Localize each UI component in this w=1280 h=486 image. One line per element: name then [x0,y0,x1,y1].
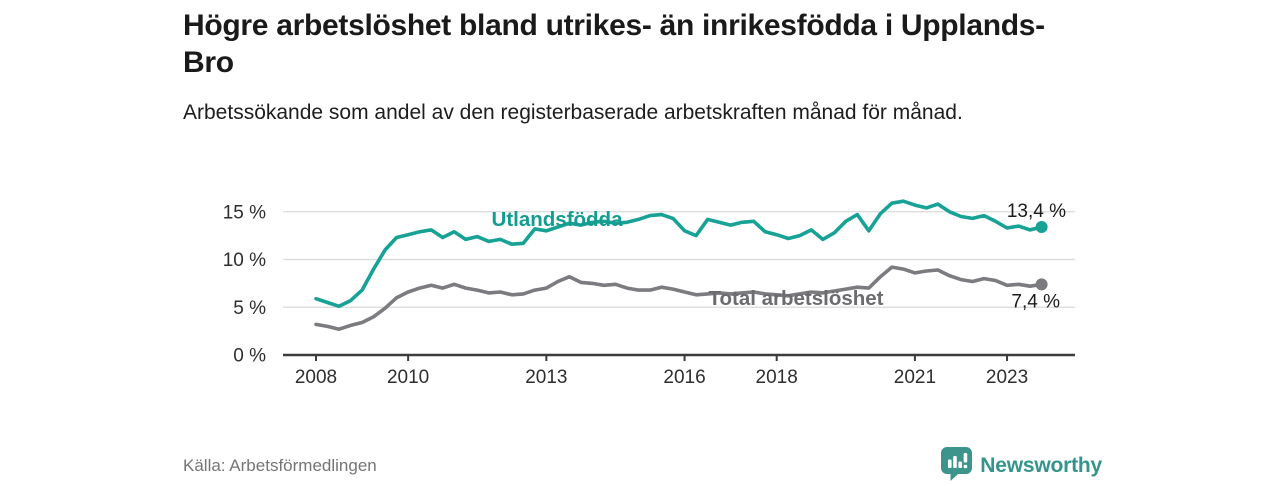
x-tick-label: 2013 [525,367,567,388]
page-title: Högre arbetslöshet bland utrikes- än inr… [183,9,1045,79]
header: Högre arbetslöshet bland utrikes- än inr… [183,8,1183,127]
page-subtitle: Arbetssökande som andel av den registerb… [183,100,963,124]
footer: Källa: Arbetsförmedlingen Newsworthy [183,446,1102,482]
series-line [314,199,1044,309]
newsworthy-logo: Newsworthy [941,446,1102,486]
x-tick-label: 2021 [894,367,936,388]
x-tick-label: 2016 [663,367,705,388]
newsworthy-chart-bubble-icon [941,446,973,486]
series-name-label: Total arbetslöshet [708,287,883,310]
y-tick-label: 0 % [233,346,266,367]
x-tick-label: 2018 [756,367,798,388]
series-end-dot [1035,221,1048,234]
series-line [314,265,1044,332]
series-name-label: Utlandsfödda [492,208,624,231]
source-note: Källa: Arbetsförmedlingen [183,456,377,475]
series-end-dot [1035,278,1048,291]
series-value-label: 13,4 % [1007,201,1066,222]
series-value-label: 7,4 % [1011,291,1060,312]
x-tick-label: 2008 [295,367,337,388]
y-tick-label: 5 % [233,298,266,319]
newsworthy-wordmark: Newsworthy [980,454,1102,477]
x-tick-label: 2023 [986,367,1028,388]
y-tick-label: 10 % [223,250,266,271]
x-tick-label: 2010 [387,367,429,388]
y-tick-label: 15 % [223,202,266,223]
